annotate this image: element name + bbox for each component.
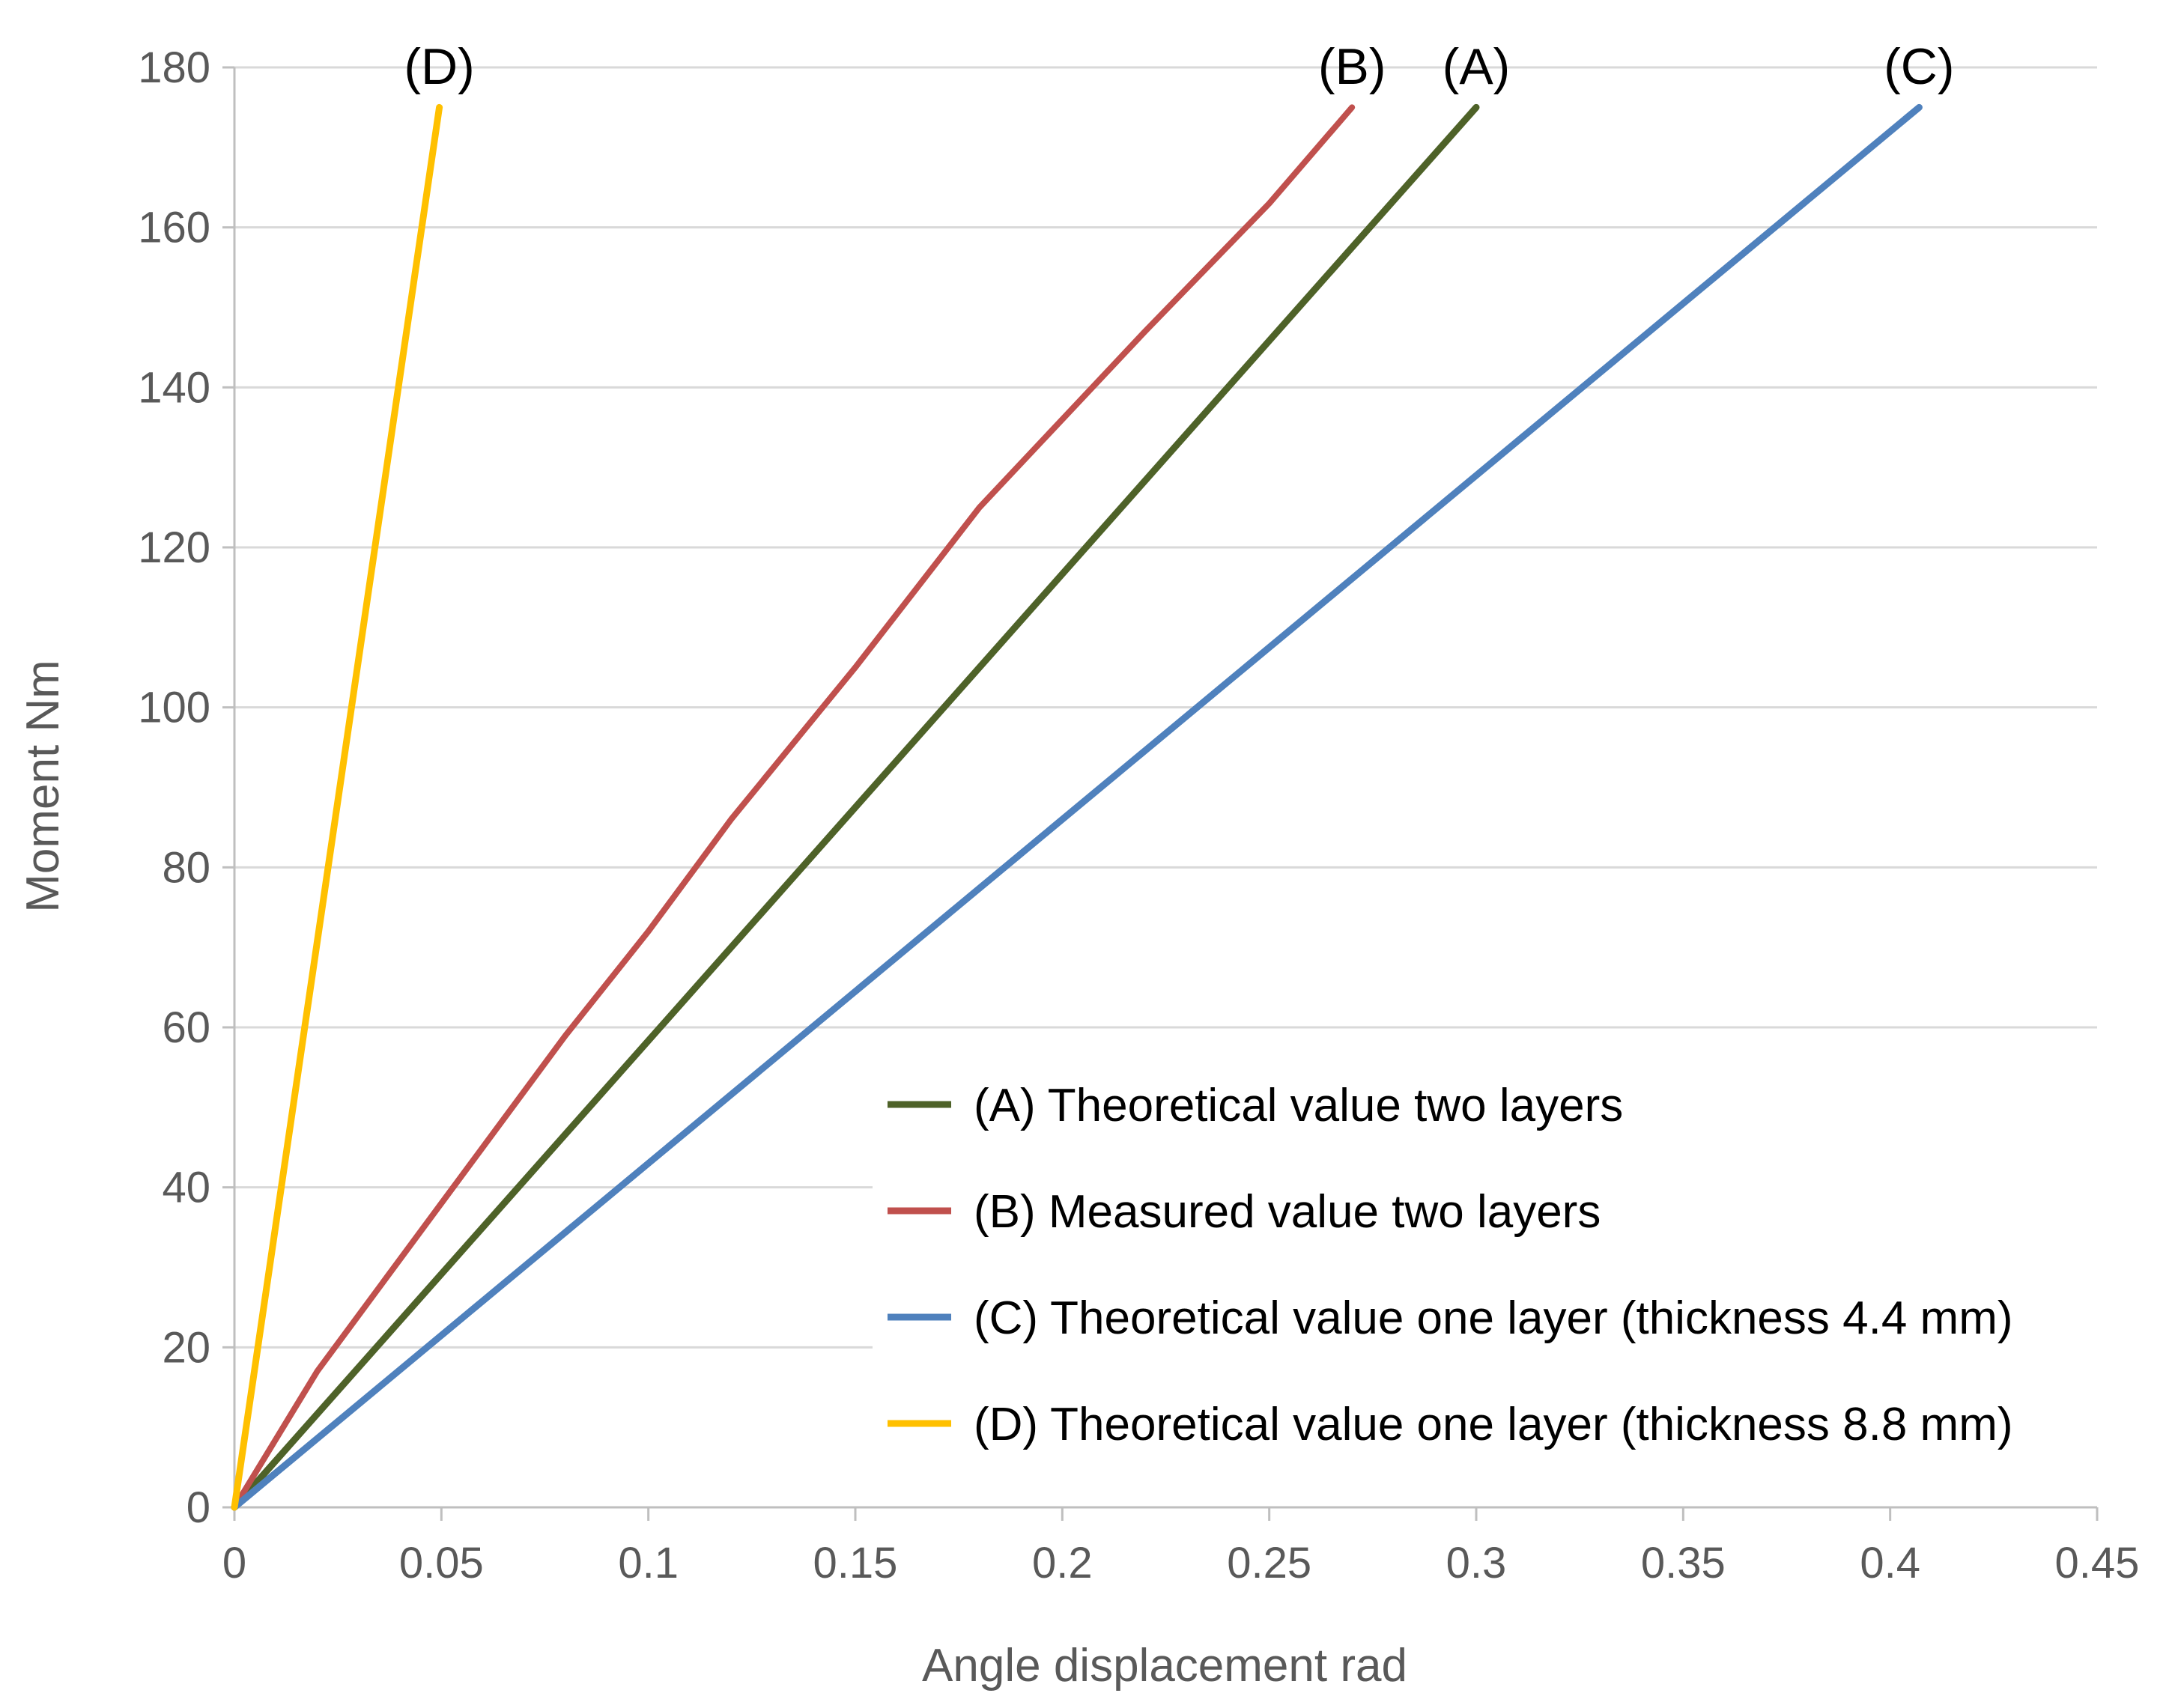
series-line-B: [231, 104, 1356, 1510]
y-tick-label: 80: [162, 843, 210, 892]
series-line-A: [231, 103, 1480, 1511]
curve-label-B: (B): [1318, 38, 1386, 95]
y-tick-label: 160: [138, 204, 210, 252]
legend-label-A: (A) Theoretical value two layers: [974, 1080, 1623, 1131]
x-tick-label: 0.4: [1860, 1539, 1920, 1587]
curve-end-labels: (A) (B) (C) (D): [404, 38, 1954, 95]
y-tick-label: 180: [138, 43, 210, 92]
legend-label-D: (D) Theoretical value one layer (thickne…: [974, 1399, 2013, 1450]
y-tick-label: 60: [162, 1003, 210, 1052]
y-axis-title: Moment Nm: [17, 660, 69, 913]
x-tick-label: 0: [222, 1539, 246, 1587]
legend-background: [873, 1045, 2112, 1367]
y-tick-label: 20: [162, 1323, 210, 1372]
x-axis-title: Angle displacement rad: [922, 1640, 1407, 1692]
curve-label-D: (D): [404, 38, 474, 95]
curve-label-A: (A): [1443, 38, 1511, 95]
legend-label-C: (C) Theoretical value one layer (thickne…: [974, 1292, 2013, 1344]
y-tick-label: 140: [138, 363, 210, 412]
y-tick-label: 120: [138, 523, 210, 572]
axes: 0 20 40 60 80 100 120 140 160 180 0 0.05 0.1 0.15 0.2 0…: [138, 43, 2139, 1587]
y-tick-label: 100: [138, 684, 210, 732]
y-tick-label: 0: [186, 1483, 210, 1532]
series-line-D: [231, 103, 443, 1511]
series-lines: [231, 103, 1923, 1511]
x-tick-label: 0.2: [1032, 1539, 1093, 1587]
x-tick-label: 0.35: [1641, 1539, 1726, 1587]
y-tick-label: 40: [162, 1164, 210, 1212]
x-tick-label: 0.25: [1227, 1539, 1311, 1587]
series-line-C: [231, 103, 1923, 1511]
legend-label-B: (B) Measured value two layers: [974, 1186, 1601, 1238]
x-tick-label: 0.3: [1446, 1539, 1507, 1587]
x-tick-label: 0.05: [399, 1539, 484, 1587]
curve-label-C: (C): [1884, 38, 1954, 95]
x-tick-label: 0.45: [2055, 1539, 2140, 1587]
x-tick-label: 0.1: [618, 1539, 679, 1587]
x-tick-label: 0.15: [813, 1539, 898, 1587]
legend: (A) Theoretical value two layers (B) Meas…: [873, 1045, 2112, 1450]
